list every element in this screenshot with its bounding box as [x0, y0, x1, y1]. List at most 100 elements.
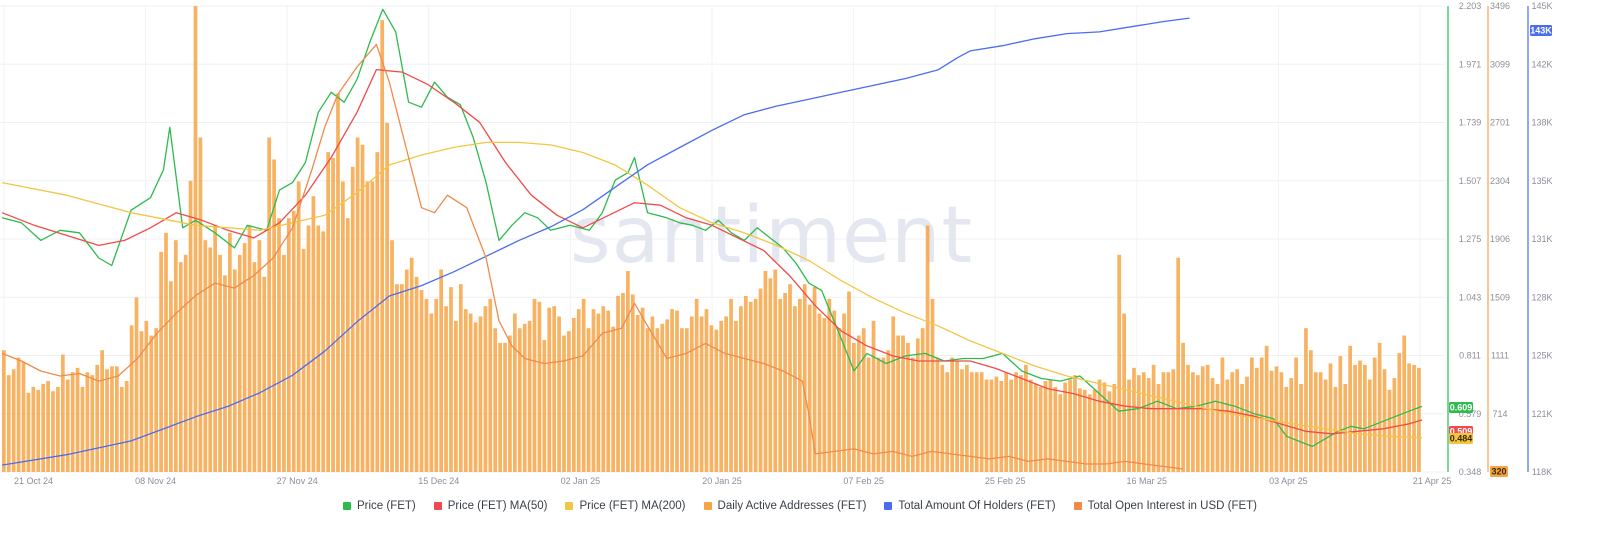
- daa-bar: [449, 287, 453, 472]
- daa-bar: [974, 372, 979, 472]
- daa-bar: [802, 284, 807, 472]
- daa-bar: [444, 306, 448, 472]
- daa-bar: [626, 270, 630, 472]
- price-tick-label: 0.348: [1459, 467, 1482, 477]
- daa-bar: [1313, 372, 1318, 472]
- daa-bar: [282, 254, 286, 472]
- daa-bar: [395, 284, 399, 472]
- daa-bar: [694, 298, 699, 472]
- daa-bar: [1063, 382, 1068, 472]
- daa-bar: [901, 335, 905, 472]
- daa-bar: [729, 298, 733, 472]
- daa-bar: [31, 386, 36, 472]
- daa-bar: [262, 276, 267, 472]
- daa-bar: [1161, 372, 1166, 472]
- daa-bar: [886, 350, 891, 472]
- daa-bar: [203, 240, 208, 472]
- daa-bar: [684, 328, 689, 472]
- daa-bar: [950, 357, 955, 472]
- daa-bar: [90, 375, 95, 472]
- daa-bar: [336, 93, 340, 472]
- value-badge-label: 320: [1491, 467, 1506, 477]
- price-tick-label: 1.275: [1459, 234, 1482, 244]
- daa-bar: [586, 328, 591, 472]
- daa-bar: [1333, 386, 1338, 472]
- daa-bar: [925, 225, 930, 472]
- legend-item[interactable]: Total Open Interest in USD (FET): [1073, 500, 1258, 512]
- daa-bar: [1038, 386, 1043, 472]
- daa-bar: [159, 251, 163, 472]
- daa-bar: [562, 335, 566, 472]
- holders-tick-label: 145K: [1531, 1, 1552, 11]
- daa-bar: [1372, 357, 1377, 472]
- daa-bar: [842, 313, 846, 472]
- daa-bar: [1245, 376, 1249, 472]
- price-tick-label: 1.043: [1459, 292, 1482, 302]
- x-tick-label: 16 Mar 25: [1127, 476, 1168, 486]
- daa-bar: [6, 375, 11, 472]
- daa-bar: [817, 313, 822, 472]
- daa-bar: [1043, 381, 1048, 472]
- daa-bar: [984, 379, 989, 472]
- daa-bar: [630, 294, 635, 472]
- daa-bar: [237, 254, 242, 472]
- daa-bar: [1284, 386, 1289, 472]
- daa-bar: [601, 306, 606, 472]
- daa-bar: [1205, 364, 1210, 472]
- series-line-price-fet-ma-50: [1, 68, 1423, 435]
- daa-bar: [1087, 394, 1092, 472]
- x-tick-label: 08 Nov 24: [135, 476, 176, 486]
- legend-label: Daily Active Addresses (FET): [717, 500, 867, 512]
- daa-bar: [326, 152, 331, 472]
- legend-item[interactable]: Daily Active Addresses (FET): [703, 500, 867, 512]
- daa-bar: [1082, 389, 1087, 472]
- value-badge: [1530, 25, 1552, 36]
- daa-bar: [979, 372, 984, 472]
- daa-bar: [763, 270, 768, 472]
- legend-label: Total Open Interest in USD (FET): [1087, 500, 1258, 512]
- holders-tick-label: 142K: [1531, 59, 1552, 69]
- legend-label: Price (FET) MA(200): [579, 500, 686, 512]
- legend-item[interactable]: Total Amount Of Holders (FET): [884, 500, 1056, 512]
- daa-bar: [793, 306, 797, 472]
- daa-bar: [1019, 375, 1023, 472]
- daa-bar: [994, 376, 999, 472]
- legend-item[interactable]: Price (FET) MA(50): [433, 500, 547, 512]
- daa-bar: [1200, 366, 1205, 472]
- daa-bar: [1377, 342, 1382, 472]
- series-lines: [1, 8, 1423, 470]
- daa-bar: [252, 262, 257, 472]
- daa-bar: [503, 342, 507, 472]
- legend-item[interactable]: Price (FET) MA(200): [565, 500, 686, 512]
- daa-bar: [1024, 364, 1028, 472]
- daa-bar: [124, 381, 129, 472]
- daa-bar: [134, 297, 139, 472]
- legend-swatch: [703, 502, 712, 510]
- daa-bar: [1102, 382, 1107, 472]
- x-tick-label: 20 Jan 25: [702, 476, 742, 486]
- daa-bar: [149, 335, 154, 472]
- daa-bar: [591, 309, 596, 472]
- daa-bar: [783, 292, 787, 472]
- daa-bar: [483, 306, 488, 472]
- daa-bar: [1195, 375, 1200, 472]
- daa-bar: [709, 325, 714, 472]
- daa-bar: [743, 295, 748, 472]
- price-tick-label: 0.811: [1459, 351, 1481, 361]
- daa-bar: [552, 306, 557, 472]
- daa-bar: [110, 366, 114, 472]
- daa-bar: [439, 269, 444, 472]
- daa-bar: [2, 350, 6, 472]
- holders-tick-label: 128K: [1531, 292, 1552, 302]
- daa-bar: [812, 287, 817, 472]
- daa-bar: [517, 328, 522, 472]
- daa-bar: [119, 386, 124, 472]
- daa-bar: [316, 225, 321, 472]
- daa-bar: [773, 269, 778, 472]
- daa-bar: [41, 383, 46, 472]
- legend-item[interactable]: Price (FET): [342, 500, 416, 512]
- legend-label: Total Amount Of Holders (FET): [898, 500, 1056, 512]
- daa-bar: [689, 316, 694, 472]
- daa-bar: [891, 316, 896, 472]
- daa-bar: [1264, 345, 1269, 472]
